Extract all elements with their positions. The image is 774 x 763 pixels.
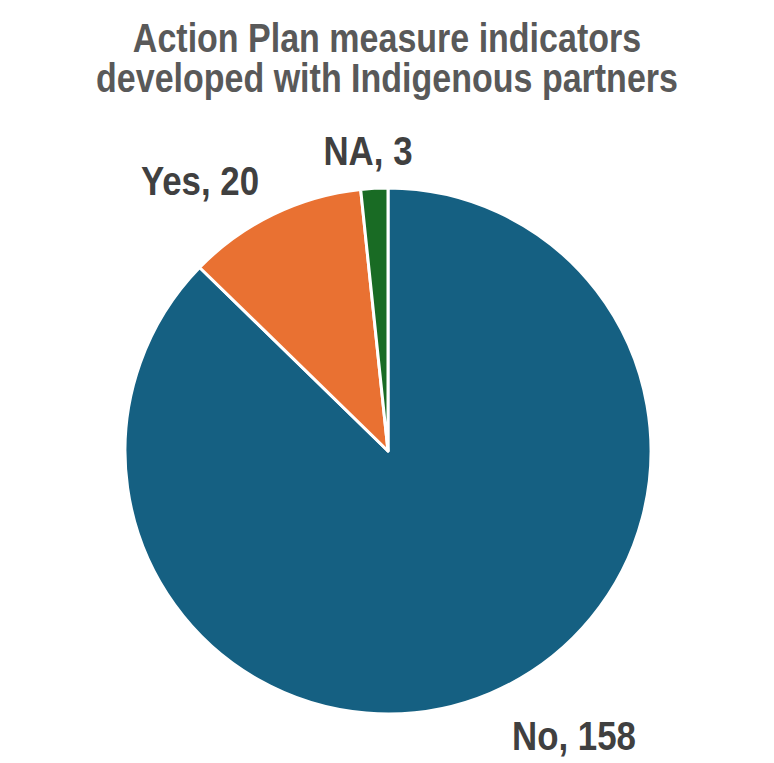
pie-slices: [125, 188, 651, 714]
data-label-yes: Yes, 20: [141, 158, 259, 205]
chart-figure: Action Plan measure indicators developed…: [0, 0, 774, 763]
data-label-na: NA, 3: [323, 128, 412, 175]
data-label-no: No, 158: [512, 713, 636, 760]
pie-chart: [0, 0, 774, 763]
